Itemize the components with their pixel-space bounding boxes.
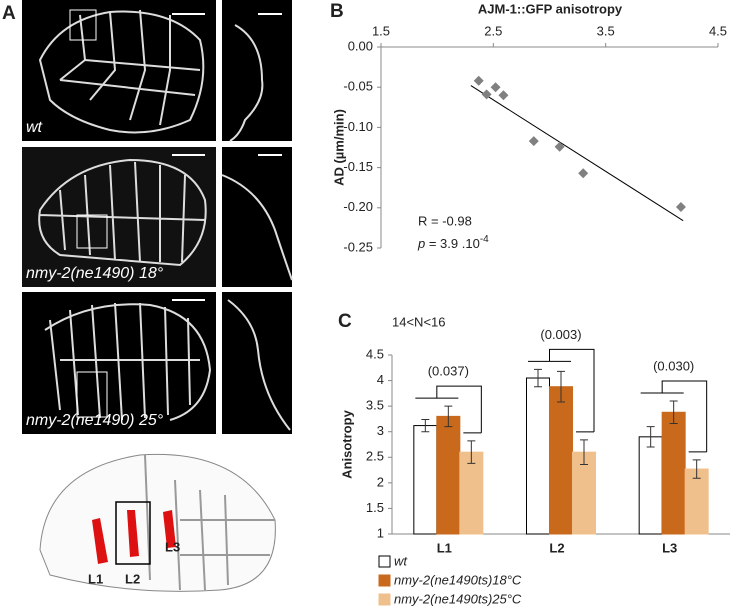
significance-bracket [415, 385, 482, 434]
micrograph-inset [222, 147, 292, 287]
image-label: nmy-2(ne1490) 25° [26, 412, 164, 429]
legend-label: nmy-2(ne1490ts)25°C [394, 591, 522, 606]
y-tick-label: 4 [377, 372, 384, 387]
data-point [473, 75, 484, 86]
data-point [528, 136, 539, 147]
junction-region [163, 510, 176, 548]
bar [684, 468, 709, 535]
error-bar [421, 418, 430, 433]
y-tick-label: 4.5 [366, 346, 384, 361]
error-bar [669, 400, 678, 425]
y-tick-label: 3 [377, 423, 384, 438]
error-bar [467, 440, 476, 464]
micrograph-inset [222, 292, 292, 434]
significance-bracket [640, 380, 708, 453]
bar [526, 377, 550, 535]
micrograph-group: wt nmy-2(ne1490) 18° nmy-2(ne1490) 25° L… [22, 0, 293, 592]
bar [436, 415, 461, 535]
region-label: L3 [165, 539, 180, 554]
x-tick-label: 1.5 [372, 23, 390, 38]
subtitle: 14<N<16 [392, 314, 446, 329]
y-tick-label: -0.25 [343, 239, 373, 254]
significance-label: (0.030) [653, 358, 694, 373]
inset-box [76, 371, 108, 418]
data-point [481, 89, 492, 100]
embryo-outline [39, 453, 276, 592]
micrograph-inset [222, 0, 292, 141]
y-tick-label: -0.15 [343, 159, 373, 174]
image-label: nmy-2(ne1490) 18° [26, 265, 164, 282]
y-tick-label: 1 [377, 525, 384, 540]
y-tick-label: -0.20 [343, 199, 373, 214]
error-bar [534, 368, 542, 388]
x-tick-label: L1 [437, 540, 452, 555]
cell-outline [221, 174, 293, 281]
y-tick-label: -0.05 [343, 79, 373, 94]
image-label: wt [26, 119, 43, 136]
y-tick-label: 0.00 [348, 38, 373, 53]
annotation-part: = 3.9 .10 [425, 236, 480, 251]
legend-label: nmy-2(ne1490ts)18°C [394, 572, 522, 587]
significance-label: (0.037) [428, 364, 469, 379]
cell-outline [38, 9, 205, 134]
y-tick-label: 2 [377, 474, 384, 489]
bar [549, 386, 573, 535]
panel-label: A [2, 3, 16, 24]
error-bar [557, 370, 565, 403]
x-tick-label: L3 [662, 540, 677, 555]
micrograph [22, 0, 216, 141]
y-tick-label: 2.5 [366, 449, 384, 464]
cell-outline [227, 299, 291, 431]
data-point [675, 201, 686, 212]
bar [638, 436, 663, 535]
legend-label: wt [394, 553, 408, 568]
junction-region [127, 510, 139, 557]
annotation-part: p [417, 236, 425, 251]
y-axis-label: Anisotropy [339, 409, 354, 478]
bar [661, 411, 686, 535]
error-bar [692, 459, 701, 479]
x-tick-label: 4.5 [709, 23, 727, 38]
chart-title: AJM-1::GFP anisotropy [478, 1, 623, 16]
inset-box [76, 214, 108, 249]
cell-outline [144, 454, 275, 591]
legend-swatch [378, 593, 391, 606]
y-tick-label: 1.5 [366, 500, 384, 515]
region-label: L2 [125, 571, 140, 586]
data-point [498, 90, 509, 101]
data-point [578, 168, 589, 179]
annotation: p = 3.9 .10-4 [417, 234, 489, 252]
panel-label: C [338, 311, 352, 332]
error-bar [646, 426, 655, 448]
significance-bracket [528, 348, 595, 433]
legend-swatch [378, 555, 391, 568]
cell-outline [229, 24, 264, 142]
y-tick-label: 3.5 [366, 398, 384, 413]
cell-outline [44, 302, 212, 421]
legend-swatch [378, 574, 391, 587]
error-bar [444, 405, 453, 428]
region-label: L1 [88, 571, 103, 586]
inset-box [69, 9, 97, 41]
data-point [554, 141, 565, 152]
trendline [470, 85, 684, 222]
error-bar [580, 439, 588, 465]
x-tick-label: 2.5 [484, 23, 502, 38]
data-point [490, 82, 501, 93]
x-tick-label: 3.5 [597, 23, 615, 38]
bar [413, 425, 438, 535]
x-tick-label: L2 [549, 540, 564, 555]
annotation-part: -4 [480, 234, 489, 245]
junction-region [92, 518, 108, 564]
y-tick-label: -0.10 [343, 119, 373, 134]
significance-label: (0.003) [540, 327, 581, 342]
bar [459, 451, 484, 535]
panel-label: B [330, 1, 344, 22]
annotation: R = -0.98 [418, 213, 472, 228]
inset-box [115, 501, 151, 565]
y-axis-label: AD (µm/min) [331, 109, 346, 186]
